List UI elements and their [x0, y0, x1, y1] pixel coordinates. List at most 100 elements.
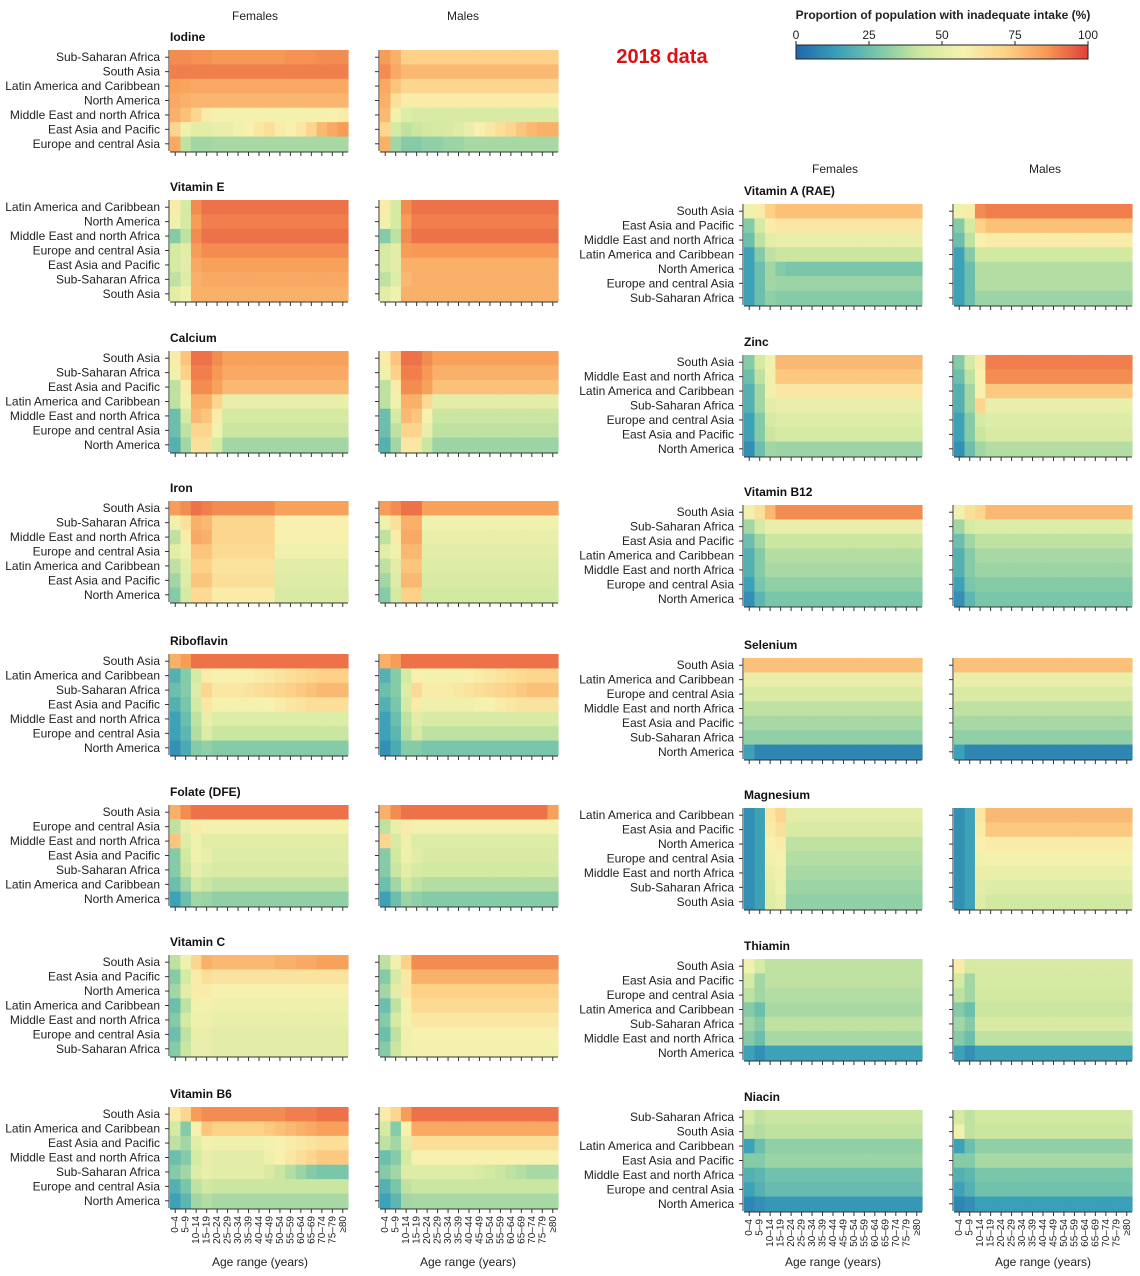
heatmap-cell [880, 412, 892, 428]
heatmap-cell [838, 701, 850, 717]
heatmap-cell [505, 711, 517, 727]
heatmap-cell [744, 548, 756, 564]
heatmap-cell [264, 833, 276, 849]
heatmap-cell [463, 408, 475, 424]
heatmap-cell [453, 379, 465, 395]
heatmap-cell [442, 501, 454, 517]
heatmap-cell [264, 394, 276, 410]
heatmap-cell [180, 819, 192, 835]
heatmap-cell [537, 50, 549, 66]
heatmap-cell [211, 200, 223, 216]
heatmap-cell [806, 591, 818, 607]
heatmap-cell [274, 1193, 286, 1209]
heatmap-cell [243, 740, 255, 756]
heatmap-cell [327, 1150, 339, 1166]
heatmap-cell [954, 1045, 966, 1061]
heatmap-cell [463, 365, 475, 381]
heatmap-cell [796, 369, 808, 385]
heatmap-cell [327, 228, 339, 244]
heatmap-cell [1037, 548, 1049, 564]
heatmap-cell [232, 501, 244, 517]
heatmap-cell [1111, 218, 1123, 234]
heatmap-cell [869, 1031, 881, 1047]
heatmap-cell [264, 136, 276, 152]
heatmap-cell [170, 833, 182, 849]
heatmap-cell [880, 548, 892, 564]
heatmap-cell [890, 505, 902, 521]
heatmap-cell [827, 865, 839, 881]
heatmap-cell [1111, 577, 1123, 593]
heatmap-cell [453, 668, 465, 684]
heatmap-cell [911, 836, 923, 852]
heatmap-cell [901, 1182, 913, 1198]
heatmap-cell [316, 394, 328, 410]
heatmap-cell [744, 658, 756, 674]
heatmap-cell [463, 983, 475, 999]
heatmap-cell [411, 848, 423, 864]
heatmap-cell [285, 1012, 297, 1028]
heatmap-cell [1121, 1153, 1133, 1169]
heatmap-cell [201, 408, 213, 424]
heatmap-cell [316, 515, 328, 531]
heatmap-cell [901, 865, 913, 881]
heatmap-cell [380, 697, 392, 713]
heatmap-cell [964, 1182, 976, 1198]
heatmap-cell [421, 257, 433, 273]
heatmap-cell [764, 686, 777, 702]
heatmap-cell [985, 398, 997, 414]
heatmap-cell [901, 441, 913, 457]
heatmap-cell [817, 355, 829, 371]
x-tick-label: 50–54 [1059, 1219, 1070, 1247]
heatmap-cell [911, 218, 923, 234]
heatmap-cell [869, 851, 881, 867]
heatmap-cell [848, 1167, 860, 1183]
heatmap-cell [1006, 398, 1018, 414]
heatmap-cell [495, 1150, 507, 1166]
row-label: South Asia [677, 1125, 735, 1139]
x-tick-label: 30–34 [443, 1216, 454, 1244]
heatmap-cell [954, 548, 966, 564]
heatmap-cell [1079, 577, 1091, 593]
heatmap-cell [775, 1167, 787, 1183]
heatmap-cell [232, 50, 244, 66]
heatmap-cell [817, 218, 829, 234]
heatmap-cell [869, 686, 881, 702]
heatmap-cell [495, 891, 507, 907]
row-label: East Asia and Pacific [622, 534, 734, 548]
heatmap-cell [170, 1150, 182, 1166]
heatmap-cell [1037, 519, 1049, 535]
heatmap-cell [211, 848, 223, 864]
heatmap-cell [537, 862, 549, 878]
heatmap-cell [537, 587, 549, 603]
heatmap-cell [985, 505, 997, 521]
heatmap-cell [285, 740, 297, 756]
heatmap-cell [170, 501, 182, 517]
heatmap-cell [1037, 1153, 1049, 1169]
heatmap-cell [264, 107, 276, 123]
heatmap-cell [806, 204, 818, 220]
heatmap-cell [1016, 519, 1028, 535]
heatmap-cell [1006, 427, 1018, 443]
row-label: North America [658, 262, 734, 276]
heatmap-cell [421, 998, 433, 1014]
heatmap-cell [1016, 973, 1028, 989]
heatmap-cell [463, 891, 475, 907]
heatmap-cell [421, 50, 433, 66]
heatmap-cell [400, 107, 413, 123]
heatmap-cell [1027, 672, 1039, 688]
heatmap-cell [806, 290, 818, 306]
heatmap-cell [495, 107, 507, 123]
heatmap-cell [180, 214, 192, 230]
heatmap-cell [453, 1164, 465, 1180]
heatmap-cell [1069, 218, 1081, 234]
heatmap-cell [327, 1179, 339, 1195]
heatmap-cell [1079, 591, 1091, 607]
heatmap-cell [890, 808, 902, 824]
heatmap-cell [859, 1002, 871, 1018]
heatmap-cell [744, 822, 756, 838]
row-label: East Asia and Pacific [48, 698, 160, 712]
heatmap-cell [974, 1045, 987, 1061]
heatmap-cell [232, 529, 244, 545]
heatmap-cell [744, 1031, 756, 1047]
heatmap-cell [327, 955, 339, 971]
